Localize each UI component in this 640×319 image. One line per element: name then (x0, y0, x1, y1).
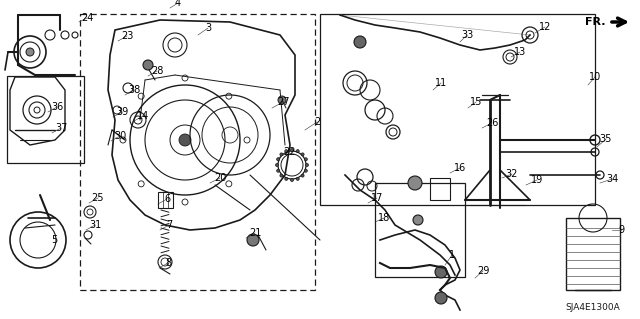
Bar (375, 183, 465, 277)
Text: 10: 10 (589, 72, 601, 82)
Text: 35: 35 (600, 134, 612, 144)
Text: 4: 4 (175, 0, 181, 8)
Text: 26: 26 (486, 118, 498, 128)
Text: 17: 17 (371, 193, 383, 203)
Circle shape (143, 60, 153, 70)
Circle shape (296, 177, 300, 180)
Text: 2: 2 (314, 117, 320, 127)
Circle shape (280, 174, 283, 177)
Text: 37: 37 (55, 123, 67, 133)
Text: 25: 25 (92, 193, 104, 203)
Circle shape (291, 179, 294, 182)
Text: 34: 34 (606, 174, 618, 184)
Bar (7, 76, 84, 163)
Circle shape (291, 149, 294, 152)
Bar (430, 178, 450, 200)
Circle shape (435, 292, 447, 304)
Circle shape (408, 176, 422, 190)
Circle shape (280, 153, 283, 156)
Text: 31: 31 (89, 220, 101, 230)
Text: 1: 1 (449, 250, 455, 260)
Circle shape (179, 134, 191, 146)
Text: 39: 39 (116, 107, 128, 117)
Text: 28: 28 (151, 66, 163, 76)
Text: 13: 13 (514, 47, 526, 57)
Circle shape (305, 158, 307, 161)
Text: 12: 12 (539, 22, 551, 32)
Text: 38: 38 (128, 85, 140, 95)
Circle shape (301, 153, 304, 156)
Text: 24: 24 (81, 13, 93, 23)
Text: FR.: FR. (586, 17, 606, 27)
Bar (158, 192, 173, 208)
Text: 14: 14 (137, 111, 149, 121)
Circle shape (276, 158, 280, 161)
Text: 27: 27 (276, 97, 289, 107)
Text: 20: 20 (214, 173, 226, 183)
Bar (566, 218, 620, 290)
Bar (320, 14, 595, 205)
Circle shape (354, 36, 366, 48)
Text: 11: 11 (435, 78, 447, 88)
Text: 30: 30 (114, 131, 126, 141)
Text: 32: 32 (506, 169, 518, 179)
Text: 21: 21 (249, 228, 261, 238)
Circle shape (305, 169, 307, 172)
Bar (80, 14, 315, 290)
Text: SJA4E1300A: SJA4E1300A (565, 302, 620, 311)
Circle shape (26, 48, 34, 56)
Text: 15: 15 (470, 97, 482, 107)
Text: 18: 18 (378, 213, 390, 223)
Circle shape (276, 169, 280, 172)
Text: 22: 22 (283, 147, 295, 157)
Circle shape (285, 177, 288, 180)
Text: 8: 8 (165, 258, 171, 268)
Text: 3: 3 (205, 23, 211, 33)
Text: 36: 36 (51, 102, 63, 112)
Text: 7: 7 (166, 220, 172, 230)
Text: 19: 19 (531, 175, 543, 185)
Circle shape (285, 150, 288, 153)
Text: 5: 5 (51, 235, 57, 245)
Circle shape (247, 234, 259, 246)
Circle shape (305, 164, 308, 167)
Text: 6: 6 (164, 194, 170, 204)
Circle shape (301, 174, 304, 177)
Circle shape (275, 164, 278, 167)
Text: 9: 9 (618, 225, 624, 235)
Circle shape (296, 150, 300, 153)
Circle shape (413, 215, 423, 225)
Text: 16: 16 (454, 163, 466, 173)
Circle shape (278, 96, 286, 104)
Circle shape (435, 266, 447, 278)
Text: 33: 33 (461, 30, 473, 40)
Text: 29: 29 (477, 266, 489, 276)
Text: 23: 23 (121, 31, 133, 41)
